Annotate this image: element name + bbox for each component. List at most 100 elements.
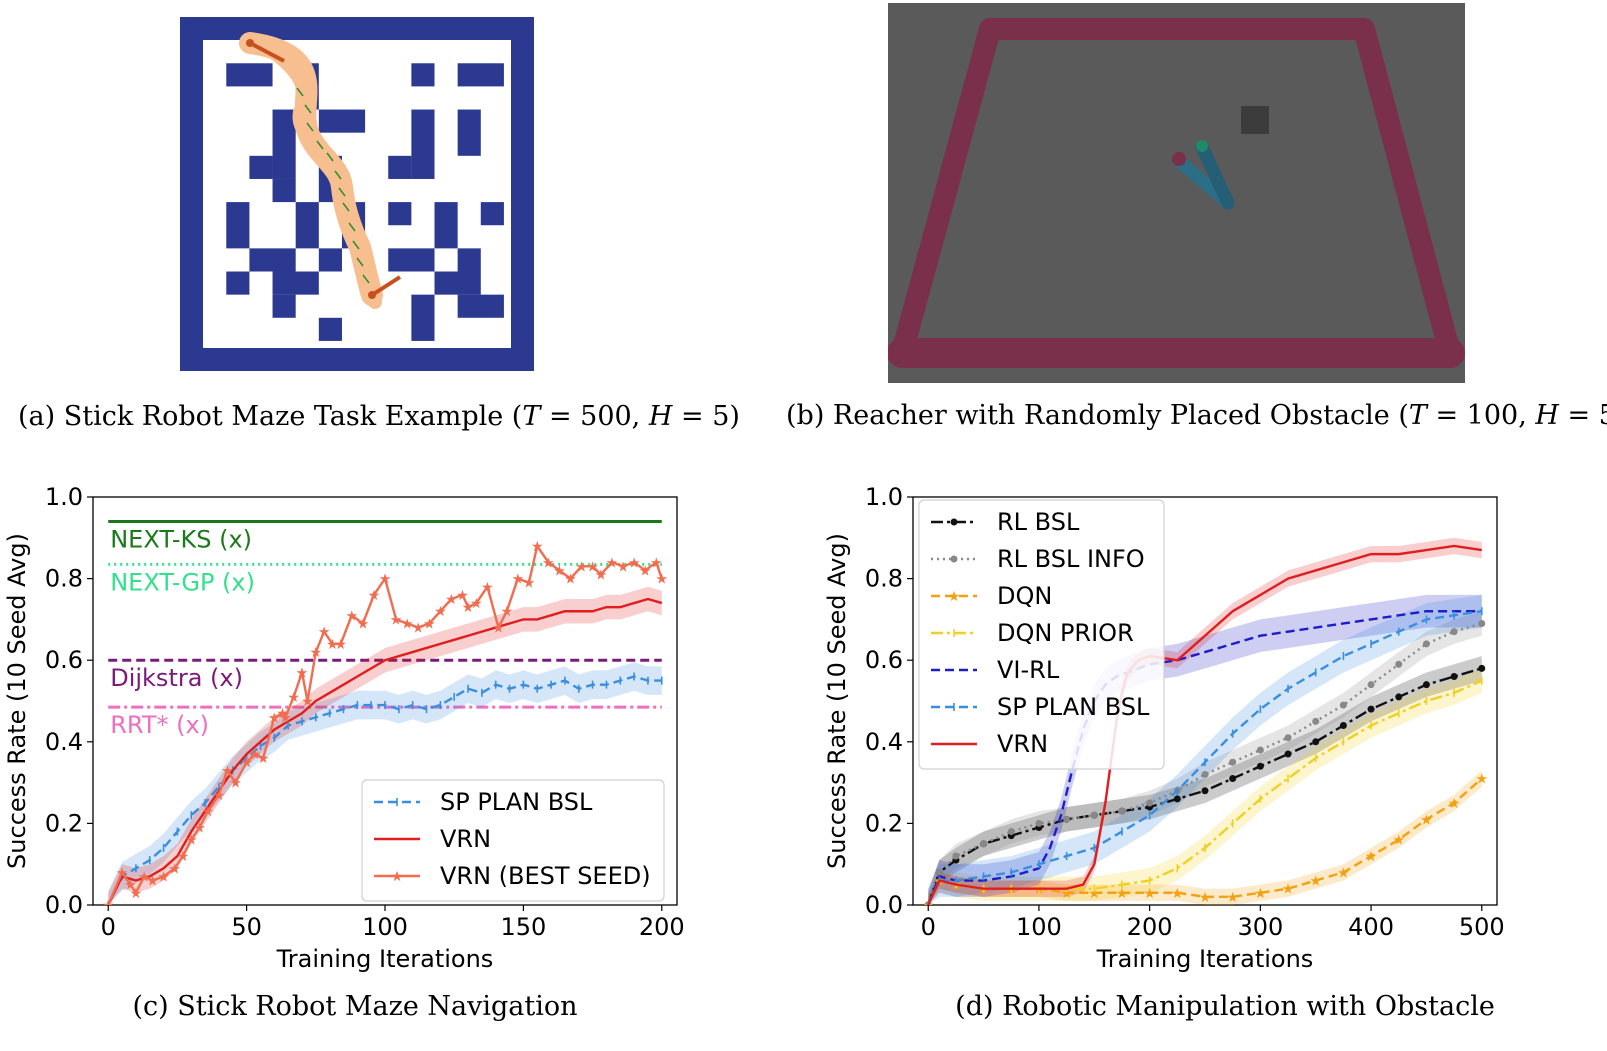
legend-box <box>361 779 665 902</box>
maze-block <box>480 202 504 226</box>
maze-block <box>226 202 250 249</box>
maze-block <box>411 294 435 341</box>
x-tick-label: 100 <box>1016 913 1062 941</box>
data-point: ★ <box>279 710 292 726</box>
legend: SP PLAN BSL VRN ★ VRN (BEST SEED) <box>361 779 665 902</box>
maze-walls <box>180 17 534 371</box>
maze-block <box>457 63 504 87</box>
data-point: ★ <box>168 861 181 877</box>
data-point <box>1312 717 1320 725</box>
y-tick-label: 1.0 <box>865 483 903 511</box>
arm-base <box>1196 140 1208 152</box>
legend-label: SP PLAN BSL <box>997 693 1150 721</box>
maze-block <box>388 202 412 226</box>
data-point: ★ <box>177 849 190 865</box>
data-point <box>1284 734 1292 742</box>
data-point: ★ <box>595 568 608 584</box>
data-point: ★ <box>229 776 242 792</box>
legend-marker: ★ <box>948 589 961 605</box>
maze-block <box>318 248 342 272</box>
arena-rails <box>888 18 1465 368</box>
data-point: ★ <box>1337 865 1350 881</box>
x-tick-label: 50 <box>231 913 262 941</box>
data-point: ★ <box>287 690 300 706</box>
legend-marker <box>950 518 958 526</box>
maze-block <box>457 248 481 272</box>
data-point: ★ <box>357 616 370 632</box>
data-point: ★ <box>512 572 525 588</box>
series-line <box>107 542 663 905</box>
data-point: ★ <box>1448 796 1461 812</box>
arm-link-2 <box>1195 140 1235 210</box>
data-point: ★ <box>564 572 577 588</box>
data-point: ★ <box>586 559 599 575</box>
maze-block <box>411 63 435 87</box>
data-point <box>1035 819 1043 827</box>
data-point <box>1229 758 1237 766</box>
chart-robotic-manipulation: 0 100 200 300 400 500 0.0 0.2 0.4 0.6 0.8 1.0 Traini… <box>823 483 1505 973</box>
data-point <box>1478 664 1486 672</box>
x-tick-label: 0 <box>101 913 116 941</box>
maze-block <box>411 109 435 179</box>
data-point <box>1395 660 1403 668</box>
data-point <box>1201 787 1209 795</box>
data-point <box>1118 807 1126 815</box>
legend-label: SP PLAN BSL <box>440 788 593 816</box>
data-point: ★ <box>1254 886 1267 902</box>
data-point: ★ <box>124 878 137 894</box>
data-point: ★ <box>1282 882 1295 898</box>
data-point: ★ <box>185 833 198 849</box>
data-point: ★ <box>296 665 309 681</box>
data-point: ★ <box>240 755 253 771</box>
data-point: ★ <box>553 563 566 579</box>
maze-block <box>272 109 296 179</box>
data-point: ★ <box>102 898 115 914</box>
data-point: ★ <box>1116 886 1129 902</box>
data-point: ★ <box>655 572 668 588</box>
data-point: ★ <box>276 706 289 722</box>
data-point: ★ <box>1420 812 1433 828</box>
data-point: ★ <box>116 865 129 881</box>
data-point <box>1229 775 1237 783</box>
robot-goal-dot <box>368 291 376 299</box>
maze-block <box>272 294 296 318</box>
y-tick-label: 0.8 <box>45 565 83 593</box>
obstacle-cube <box>1241 106 1269 134</box>
arena-rail <box>891 18 1001 364</box>
x-tick-label: 500 <box>1459 913 1505 941</box>
maze-block <box>272 271 319 295</box>
series-line <box>927 610 1482 905</box>
data-point: ★ <box>334 637 347 653</box>
sample-mark <box>356 257 364 267</box>
baseline-label: NEXT-KS (x) <box>110 525 252 553</box>
data-point <box>1256 746 1264 754</box>
data-point: ★ <box>401 616 414 632</box>
robot-goal <box>370 275 402 297</box>
data-point <box>1339 721 1347 729</box>
data-point: ★ <box>130 886 143 902</box>
data-point <box>935 868 943 876</box>
sample-mark <box>326 152 334 162</box>
data-point: ★ <box>326 637 339 653</box>
maze-block <box>249 248 296 272</box>
baseline-label: Dijkstra (x) <box>110 664 243 692</box>
x-tick-label: 200 <box>1127 913 1173 941</box>
sample-mark <box>362 274 370 284</box>
legend-label: VRN (BEST SEED) <box>440 862 651 890</box>
maze-block <box>295 202 319 249</box>
trajectory-samples <box>296 87 370 284</box>
y-tick-label: 0.0 <box>45 891 83 919</box>
caption-a: (a) Stick Robot Maze Task Example (T = 5… <box>18 401 740 432</box>
data-point: ★ <box>1475 772 1488 788</box>
maze-block <box>388 248 435 272</box>
series-line <box>927 622 1483 905</box>
legend-marker: ★ <box>391 869 404 885</box>
data-point: ★ <box>492 621 505 637</box>
data-point <box>1422 640 1430 648</box>
data-point: ★ <box>423 616 436 632</box>
data-point <box>1063 815 1071 823</box>
data-point: ★ <box>628 555 641 571</box>
data-point: ★ <box>501 604 514 620</box>
data-point <box>1367 681 1375 689</box>
data-point <box>952 852 960 860</box>
